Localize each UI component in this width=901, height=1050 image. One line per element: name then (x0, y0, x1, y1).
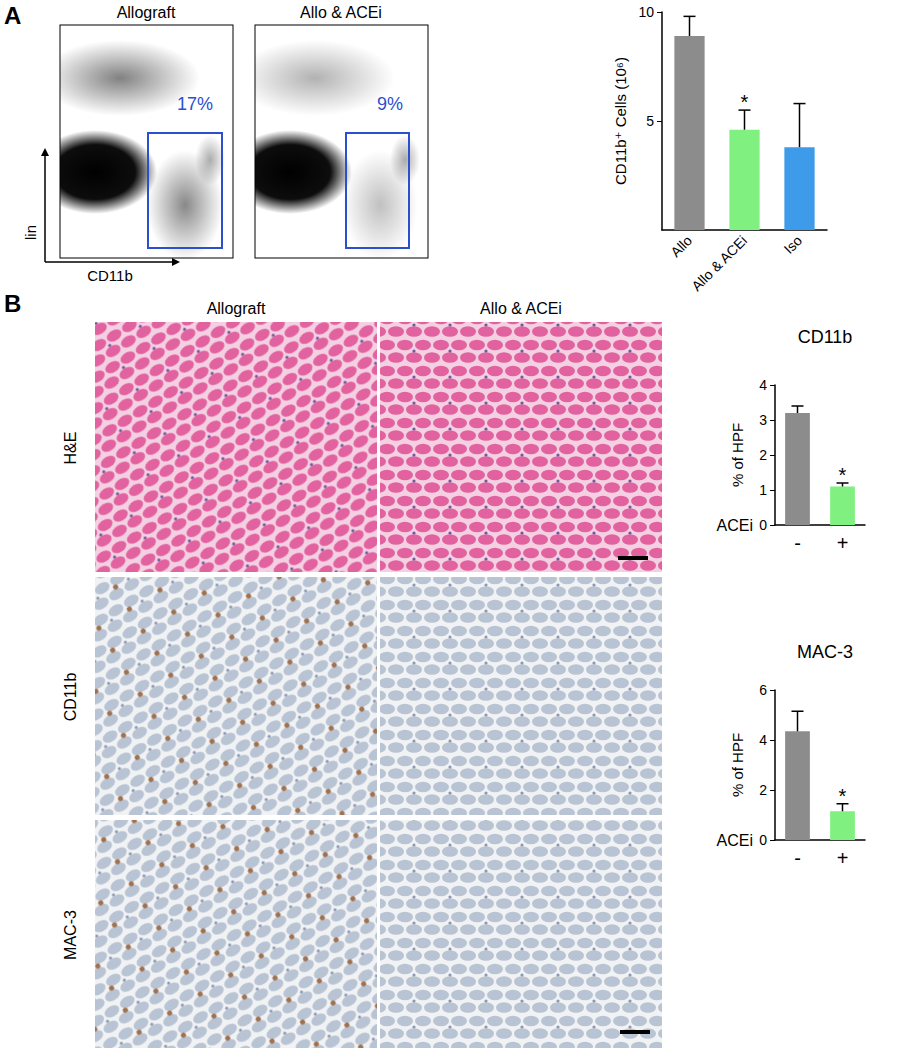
svg-text:CD11b⁺ Cells (10⁶): CD11b⁺ Cells (10⁶) (612, 57, 629, 185)
svg-text:+: + (837, 847, 849, 869)
svg-text:Allo & ACEi: Allo & ACEi (300, 4, 382, 21)
svg-text:ACEi: ACEi (717, 517, 753, 534)
svg-text:9%: 9% (377, 94, 403, 114)
svg-text:Iso: Iso (781, 232, 806, 257)
svg-text:0: 0 (759, 517, 767, 533)
svg-text:lin: lin (22, 225, 39, 240)
svg-text:% of HPF: % of HPF (729, 423, 746, 487)
svg-text:H&E: H&E (62, 432, 79, 465)
svg-text:-: - (794, 847, 801, 869)
svg-text:*: * (839, 464, 847, 486)
svg-text:B: B (4, 290, 21, 317)
svg-text:4: 4 (759, 377, 767, 393)
svg-text:CD11b: CD11b (87, 267, 133, 284)
svg-text:CD11b: CD11b (798, 327, 853, 347)
svg-text:6: 6 (759, 682, 767, 698)
svg-text:% of HPF: % of HPF (729, 733, 746, 797)
svg-text:MAC-3: MAC-3 (62, 910, 79, 960)
svg-text:Allograft: Allograft (207, 300, 266, 317)
svg-text:1: 1 (759, 482, 767, 498)
svg-text:*: * (839, 785, 847, 807)
svg-text:17%: 17% (177, 94, 213, 114)
svg-text:5: 5 (646, 113, 654, 129)
svg-text:MAC-3: MAC-3 (797, 642, 853, 662)
svg-text:3: 3 (759, 412, 767, 428)
svg-text:A: A (4, 2, 21, 29)
svg-text:-: - (794, 532, 801, 554)
svg-text:Allo & ACEi: Allo & ACEi (688, 232, 750, 294)
svg-text:Allograft: Allograft (117, 4, 176, 21)
svg-text:10: 10 (638, 4, 654, 20)
svg-text:+: + (837, 532, 849, 554)
svg-text:2: 2 (759, 782, 767, 798)
svg-text:Allo: Allo (667, 232, 695, 260)
svg-text:2: 2 (759, 447, 767, 463)
svg-text:ACEi: ACEi (717, 832, 753, 849)
svg-text:Allo & ACEi: Allo & ACEi (480, 300, 562, 317)
svg-text:0: 0 (759, 832, 767, 848)
svg-text:*: * (741, 91, 749, 113)
svg-text:4: 4 (759, 732, 767, 748)
svg-text:CD11b: CD11b (62, 673, 79, 722)
